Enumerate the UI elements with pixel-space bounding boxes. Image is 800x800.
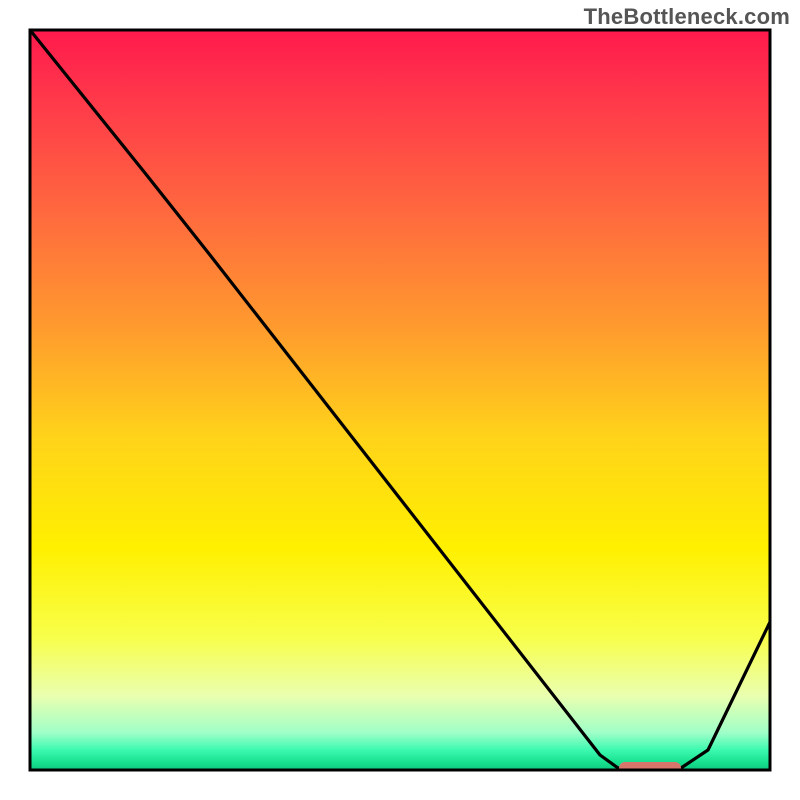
gradient-background: [30, 30, 770, 770]
bottleneck-chart-svg: [0, 0, 800, 800]
watermark-text: TheBottleneck.com: [584, 4, 790, 30]
chart-container: TheBottleneck.com: [0, 0, 800, 800]
optimum-marker: [619, 762, 681, 774]
